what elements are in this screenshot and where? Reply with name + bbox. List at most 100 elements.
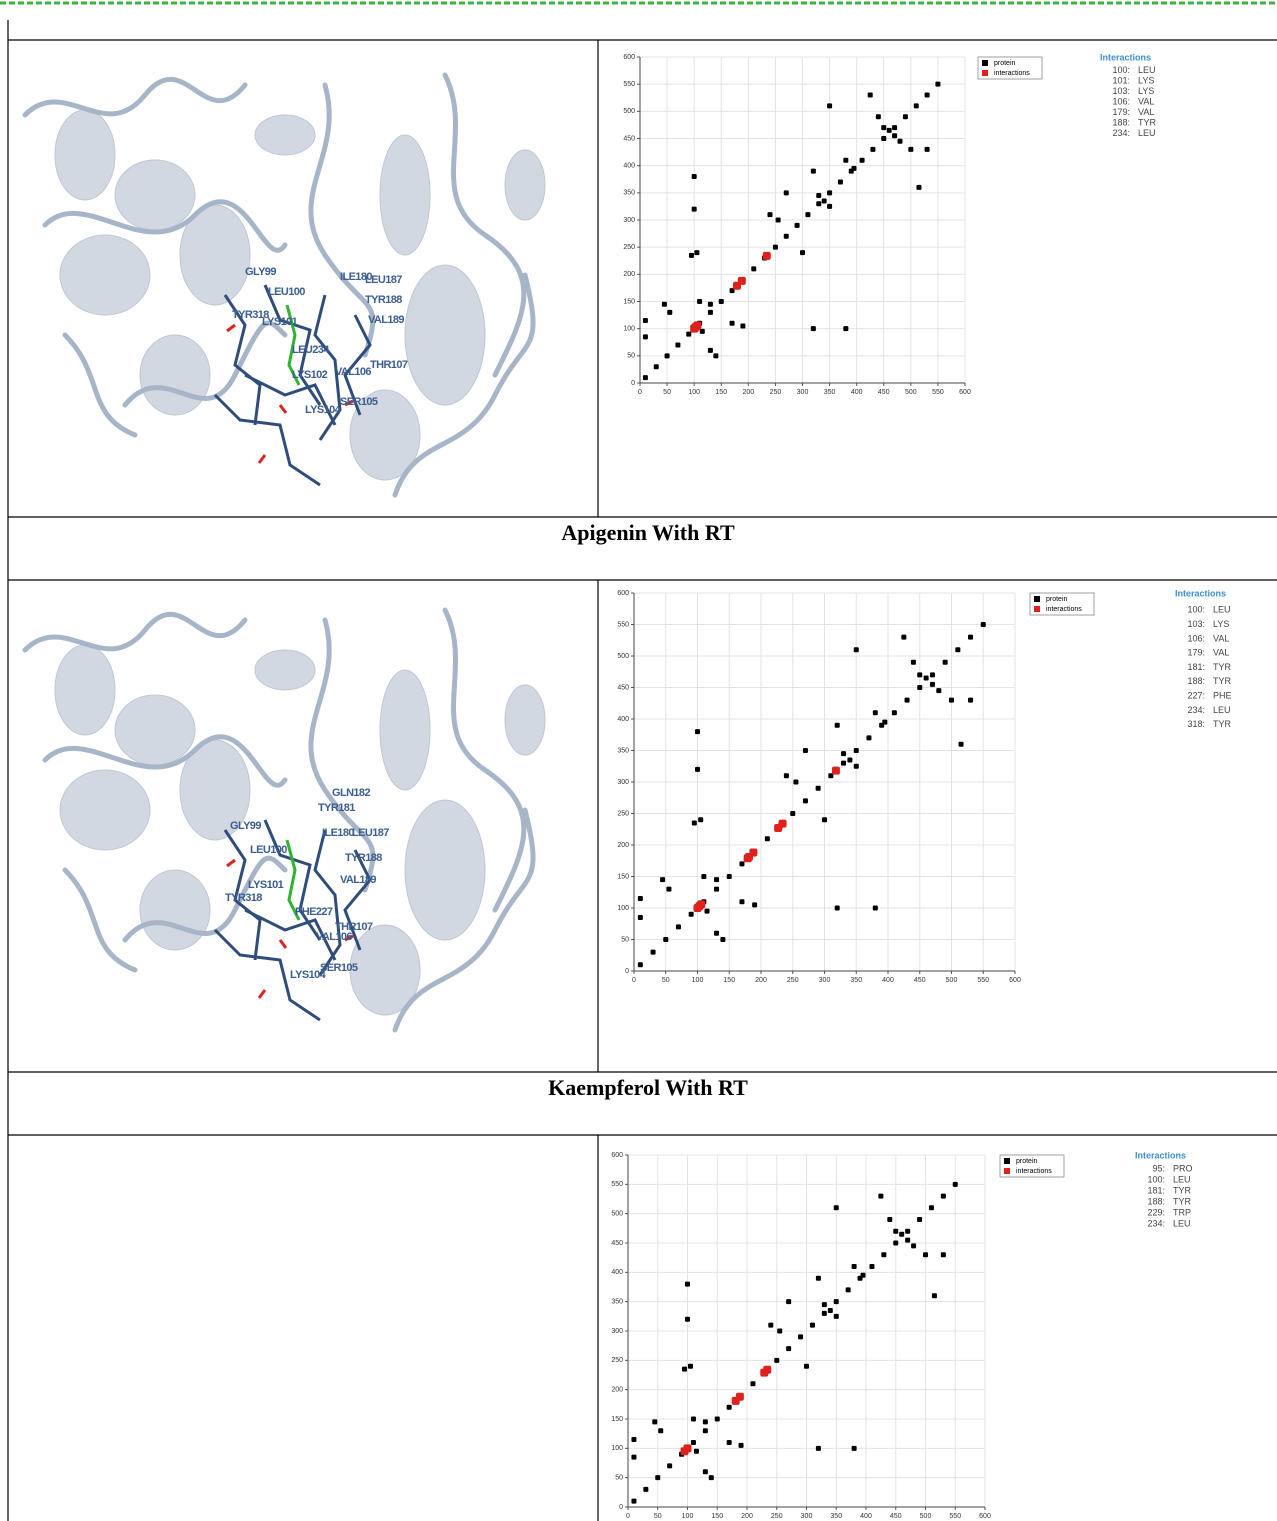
protein-point [718,299,724,304]
interaction-residue: TYR [1213,662,1232,672]
y-tick-label: 250 [611,1357,623,1364]
y-tick-label: 200 [617,842,629,849]
interaction-residue: LEU [1173,1174,1191,1184]
protein-point [935,81,941,87]
interaction-number: 188: [1112,117,1130,127]
protein-point [786,1346,792,1352]
protein-point [652,1419,658,1425]
protein-point [924,146,930,152]
protein-point [793,779,799,785]
interaction-point [693,321,702,330]
x-tick-label: 500 [905,389,917,396]
y-tick-label: 350 [617,747,629,754]
protein-point [790,811,796,816]
y-tick-label: 100 [611,1445,623,1452]
interaction-residue: PHE [1213,690,1232,700]
interaction-number: 100: [1147,1174,1165,1184]
protein-point [695,766,700,772]
residue-label: LEU234 [292,344,330,356]
y-tick-label: 450 [623,135,635,142]
protein-point [650,949,656,955]
protein-point [940,1193,946,1199]
interaction-number: 101: [1112,75,1130,85]
x-tick-label: 600 [1009,977,1021,984]
x-tick-label: 500 [946,977,958,984]
interaction-number: 179: [1112,107,1130,117]
protein-point [916,184,922,190]
protein-point [685,1316,690,1322]
protein-point [714,1416,720,1422]
residue-label: TYR318 [232,309,269,321]
x-tick-label: 0 [632,977,636,984]
residue-label: SER105 [320,962,358,974]
protein-point [843,326,849,332]
interaction-number: 106: [1112,96,1130,106]
protein-point [881,125,887,131]
x-tick-label: 100 [682,1513,694,1520]
table-borders [7,20,1277,1521]
protein-point [881,1252,887,1258]
protein-point [707,347,713,353]
y-tick-label: 250 [623,244,635,251]
legend-swatch [1004,1168,1010,1174]
protein-point [688,911,694,917]
x-tick-label: 50 [654,1513,662,1520]
protein-point [739,861,745,867]
protein-point [802,748,808,753]
protein-point [631,1454,637,1460]
protein-point [882,719,888,725]
protein-point [802,798,808,804]
protein-point [860,1272,866,1278]
protein-point [942,659,948,665]
protein-point [642,334,648,340]
x-tick-label: 200 [741,1513,753,1520]
interaction-residue: LEU [1138,65,1156,75]
legend-label: interactions [994,70,1030,77]
protein-point [827,103,833,109]
y-tick-label: 350 [623,190,635,197]
y-tick-label: 550 [617,621,629,628]
protein-point [637,914,643,920]
protein-point [805,212,811,218]
interaction-point [763,1365,772,1374]
x-tick-label: 350 [850,977,862,984]
legend-label: protein [994,60,1016,67]
protein-point [702,1469,708,1475]
interaction-residue: VAL [1138,96,1154,106]
interaction-point [762,251,771,260]
protein-point [786,1299,792,1305]
protein-point [726,874,732,879]
protein-point [949,697,954,703]
y-tick-label: 0 [625,968,629,975]
protein-point [783,233,789,239]
protein-point [845,1287,851,1293]
y-tick-label: 500 [617,653,629,660]
interactions-title: Interactions [1135,1150,1186,1160]
protein-point [872,905,878,911]
protein-point [821,1302,827,1308]
protein-point [955,647,961,653]
interaction-point [749,848,758,857]
protein-point [923,1252,928,1258]
interaction-point [697,900,706,909]
protein-point [667,1463,673,1469]
x-tick-label: 50 [662,977,670,984]
protein-point [661,301,667,307]
protein-point [702,1428,708,1434]
protein-point [866,735,872,741]
residue-label: TYR188 [345,852,382,864]
protein-point [752,902,758,908]
protein-point [869,1263,875,1269]
interaction-residue: TYR [1173,1196,1192,1206]
x-tick-label: 250 [787,977,799,984]
protein-point [675,342,681,348]
protein-point [667,309,673,315]
protein-point [827,1307,833,1313]
protein-point [774,1357,780,1363]
residue-label: TYR181 [318,802,355,814]
x-tick-label: 300 [797,389,809,396]
protein-point [881,136,887,141]
protein-point [691,174,697,180]
protein-point [929,681,935,687]
protein-point [822,817,827,823]
